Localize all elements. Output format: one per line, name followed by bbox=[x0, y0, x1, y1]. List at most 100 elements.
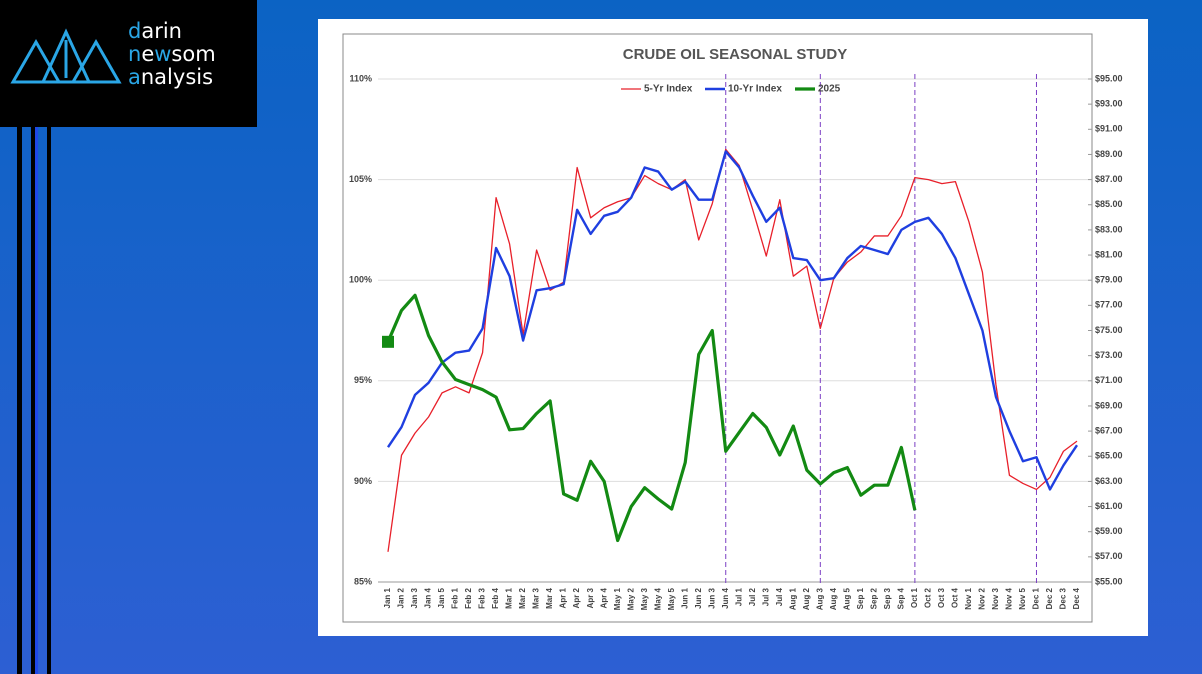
decor-bar bbox=[17, 127, 22, 674]
x-tick-label: Apr 1 bbox=[559, 587, 568, 608]
x-tick-label: Jan 4 bbox=[424, 587, 433, 608]
y2-tick-label: $67.00 bbox=[1095, 425, 1123, 435]
logo-line: newsom bbox=[128, 43, 216, 66]
x-tick-label: Nov 3 bbox=[991, 587, 1000, 609]
x-tick-label: Jan 1 bbox=[383, 587, 392, 608]
logo-icon bbox=[10, 28, 122, 84]
x-tick-label: Mar 1 bbox=[505, 587, 514, 608]
logo-word-part: nalysis bbox=[140, 65, 214, 89]
series-line bbox=[387, 148, 1078, 552]
legend-label: 5-Yr Index bbox=[644, 84, 693, 95]
x-tick-label: Jan 2 bbox=[397, 587, 406, 608]
x-tick-label: May 5 bbox=[667, 587, 676, 610]
y2-tick-label: $69.00 bbox=[1095, 400, 1123, 410]
x-tick-label: Feb 3 bbox=[478, 587, 487, 608]
logo-word-part: w bbox=[154, 42, 172, 66]
x-tick-label: Feb 2 bbox=[464, 587, 473, 608]
y2-tick-label: $65.00 bbox=[1095, 451, 1123, 461]
y2-tick-label: $75.00 bbox=[1095, 325, 1123, 335]
x-tick-label: Feb 4 bbox=[491, 587, 500, 608]
x-tick-label: Oct 3 bbox=[937, 587, 946, 608]
x-tick-label: Jun 4 bbox=[721, 587, 730, 608]
x-tick-label: Sep 3 bbox=[883, 587, 892, 609]
y2-tick-label: $61.00 bbox=[1095, 501, 1123, 511]
x-tick-label: Dec 4 bbox=[1072, 587, 1081, 609]
x-tick-label: Aug 5 bbox=[842, 587, 851, 610]
y2-tick-label: $55.00 bbox=[1095, 576, 1123, 586]
logo: darin newsom analysis bbox=[0, 0, 257, 127]
y2-tick-label: $59.00 bbox=[1095, 526, 1123, 536]
x-tick-label: May 1 bbox=[613, 587, 622, 610]
x-tick-label: Sep 1 bbox=[856, 587, 865, 609]
logo-word-part: d bbox=[128, 19, 142, 43]
x-tick-label: Aug 2 bbox=[802, 587, 811, 610]
logo-word-part: a bbox=[128, 65, 141, 89]
x-tick-label: Nov 4 bbox=[1005, 587, 1014, 609]
x-tick-label: Mar 4 bbox=[545, 587, 554, 608]
logo-word-part: n bbox=[128, 42, 142, 66]
y2-tick-label: $83.00 bbox=[1095, 224, 1123, 234]
y2-tick-label: $63.00 bbox=[1095, 476, 1123, 486]
legend-label: 10-Yr Index bbox=[728, 84, 782, 95]
x-tick-label: Jul 4 bbox=[775, 587, 784, 606]
x-tick-label: Nov 5 bbox=[1018, 587, 1027, 609]
x-tick-label: Oct 1 bbox=[910, 587, 919, 608]
x-tick-label: Apr 2 bbox=[572, 587, 581, 608]
chart-title: CRUDE OIL SEASONAL STUDY bbox=[623, 46, 847, 63]
y2-tick-label: $89.00 bbox=[1095, 149, 1123, 159]
x-tick-label: May 2 bbox=[626, 587, 635, 610]
x-tick-label: Jun 2 bbox=[694, 587, 703, 608]
x-tick-label: Sep 2 bbox=[869, 587, 878, 609]
y2-tick-label: $91.00 bbox=[1095, 124, 1123, 134]
x-tick-label: May 3 bbox=[640, 587, 649, 610]
logo-word-part: arin bbox=[141, 19, 182, 43]
x-tick-label: Dec 1 bbox=[1032, 587, 1041, 609]
x-tick-label: Nov 2 bbox=[978, 587, 987, 609]
x-tick-label: Aug 3 bbox=[815, 587, 824, 610]
legend-label: 2025 bbox=[818, 84, 841, 95]
x-tick-label: Dec 2 bbox=[1045, 587, 1054, 609]
x-tick-label: Feb 1 bbox=[451, 587, 460, 608]
x-tick-label: Sep 4 bbox=[896, 587, 905, 609]
x-tick-label: Aug 1 bbox=[788, 587, 797, 610]
logo-text: darin newsom analysis bbox=[128, 20, 216, 89]
series-line bbox=[387, 150, 1078, 491]
decor-bar bbox=[47, 127, 51, 674]
x-tick-label: Oct 4 bbox=[951, 587, 960, 608]
series-line bbox=[386, 293, 917, 543]
y2-tick-label: $87.00 bbox=[1095, 174, 1123, 184]
y2-tick-label: $57.00 bbox=[1095, 551, 1123, 561]
x-tick-label: Mar 3 bbox=[532, 587, 541, 608]
y2-tick-label: $85.00 bbox=[1095, 199, 1123, 209]
x-tick-label: Aug 4 bbox=[829, 587, 838, 610]
x-tick-label: Nov 1 bbox=[964, 587, 973, 609]
x-tick-label: Jul 2 bbox=[748, 587, 757, 606]
decor-bar bbox=[31, 127, 35, 674]
y2-tick-label: $95.00 bbox=[1095, 73, 1123, 83]
y-tick-label: 105% bbox=[349, 174, 372, 184]
x-tick-label: May 4 bbox=[653, 587, 662, 610]
y-tick-label: 110% bbox=[349, 73, 372, 83]
logo-word-part: som bbox=[171, 42, 216, 66]
chart: CRUDE OIL SEASONAL STUDY 85% 90% 95% 100% 10… bbox=[342, 33, 1123, 623]
logo-line: analysis bbox=[128, 66, 216, 89]
y-tick-label: 85% bbox=[354, 576, 372, 586]
x-tick-label: Apr 4 bbox=[599, 587, 608, 608]
logo-line: darin bbox=[128, 20, 216, 43]
y2-tick-label: $93.00 bbox=[1095, 99, 1123, 109]
y2-tick-label: $73.00 bbox=[1095, 350, 1123, 360]
x-tick-label: Jan 5 bbox=[437, 587, 446, 608]
y-tick-label: 90% bbox=[354, 476, 372, 486]
y-tick-label: 100% bbox=[349, 275, 372, 285]
y2-tick-label: $81.00 bbox=[1095, 249, 1123, 259]
x-tick-label: Jul 1 bbox=[734, 587, 743, 606]
x-tick-label: Mar 2 bbox=[518, 587, 527, 608]
y2-tick-label: $77.00 bbox=[1095, 300, 1123, 310]
x-tick-label: Oct 2 bbox=[924, 587, 933, 608]
x-tick-label: Jul 3 bbox=[761, 587, 770, 606]
point-marker bbox=[382, 335, 394, 348]
x-tick-label: Jun 3 bbox=[707, 587, 716, 608]
x-tick-label: Dec 3 bbox=[1059, 587, 1068, 609]
logo-word-part: e bbox=[141, 42, 155, 66]
